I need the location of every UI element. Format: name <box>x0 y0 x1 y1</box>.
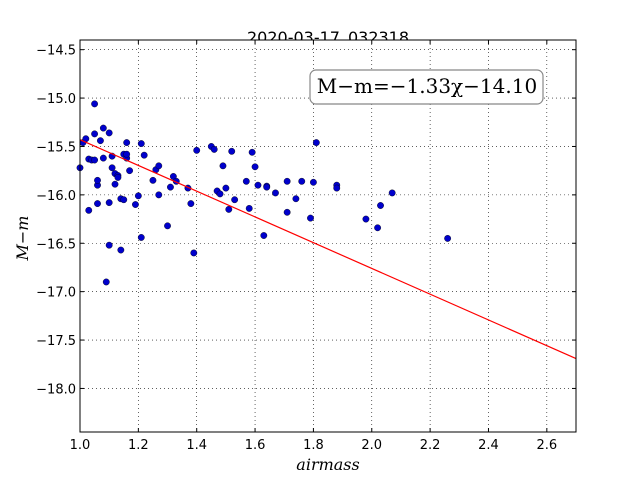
equation-annotation: M−m=−1.33χ−14.10 <box>309 69 544 105</box>
x-tick-label: 1.0 <box>70 438 91 453</box>
scatter-points <box>76 100 452 286</box>
data-point <box>231 196 239 204</box>
data-point <box>283 208 291 216</box>
x-tick-label: 2.0 <box>361 438 382 453</box>
data-point <box>310 178 317 186</box>
data-point <box>272 189 279 197</box>
data-point <box>91 156 98 164</box>
data-point <box>91 130 98 138</box>
y-tick-label: −15.0 <box>36 92 76 107</box>
data-point <box>242 177 250 185</box>
data-point <box>94 176 101 184</box>
data-point <box>388 189 396 197</box>
data-point <box>312 139 320 146</box>
plot-area <box>80 40 576 432</box>
y-axis-label: M−m <box>13 216 32 262</box>
data-point <box>123 150 131 158</box>
data-point <box>374 224 381 232</box>
data-point <box>251 163 259 171</box>
data-point <box>219 162 227 170</box>
data-point <box>123 139 131 146</box>
data-point <box>140 151 148 159</box>
x-tick-label: 2.6 <box>536 438 557 453</box>
y-tick-label: −15.5 <box>36 140 76 155</box>
data-point <box>126 167 134 175</box>
data-point <box>254 181 262 189</box>
data-point <box>248 148 256 156</box>
y-tick-label: −18.0 <box>36 382 76 397</box>
x-tick-label: 2.4 <box>478 438 499 453</box>
data-point <box>105 241 113 249</box>
y-tick-label: −17.0 <box>36 286 76 301</box>
data-point <box>263 183 271 191</box>
data-point <box>260 232 268 239</box>
data-point <box>114 174 122 181</box>
x-tick-label: 1.4 <box>186 438 207 453</box>
data-point <box>132 201 139 208</box>
data-point <box>97 137 104 145</box>
data-point <box>108 164 116 172</box>
data-point <box>377 202 384 209</box>
data-point <box>111 180 119 188</box>
data-point <box>149 176 157 184</box>
data-point <box>120 196 128 204</box>
data-point <box>85 206 93 214</box>
x-tick-label: 2.2 <box>420 438 441 453</box>
data-point <box>190 249 198 257</box>
data-point <box>99 124 107 132</box>
data-point <box>292 195 300 203</box>
data-point <box>117 246 125 254</box>
y-tick-label: −16.0 <box>36 189 76 204</box>
data-point <box>222 184 230 192</box>
data-point <box>164 222 171 230</box>
x-tick-label: 1.6 <box>245 438 266 453</box>
data-point <box>216 190 224 198</box>
data-point <box>210 145 218 153</box>
data-point <box>245 205 253 212</box>
x-tick-label: 1.8 <box>303 438 324 453</box>
data-point <box>444 235 452 242</box>
data-point <box>105 129 113 137</box>
data-point <box>228 147 236 155</box>
equation-text: M−m=−1.33χ−14.10 <box>317 74 537 98</box>
data-point <box>91 100 98 108</box>
data-point <box>167 183 174 191</box>
data-point <box>137 140 145 147</box>
x-tick-label: 1.2 <box>128 438 149 453</box>
data-point <box>307 214 314 222</box>
data-point <box>225 205 233 213</box>
data-point <box>283 177 291 185</box>
x-axis-label: airmass <box>296 455 359 474</box>
fit-line <box>79 139 577 360</box>
data-point <box>155 191 163 199</box>
data-point <box>298 177 306 185</box>
y-tick-label: −14.5 <box>36 44 76 59</box>
data-point <box>134 192 142 200</box>
data-point <box>155 162 163 170</box>
data-point <box>333 184 341 192</box>
data-point <box>137 234 145 241</box>
axis-ticks: 1.0 1.2 1.4 1.6 1.8 2.0 2.2 2.4 2.6 −14.5 −15.0 −15… <box>36 40 576 453</box>
data-point <box>102 278 110 286</box>
equation-box <box>309 69 544 105</box>
y-tick-label: −16.5 <box>36 237 76 252</box>
data-point <box>99 154 107 162</box>
data-point <box>94 200 101 207</box>
data-point <box>193 146 201 154</box>
y-tick-label: −17.5 <box>36 334 76 349</box>
plot-frame <box>79 39 577 433</box>
data-point <box>362 215 370 223</box>
data-point <box>187 200 195 207</box>
data-point <box>105 199 113 207</box>
